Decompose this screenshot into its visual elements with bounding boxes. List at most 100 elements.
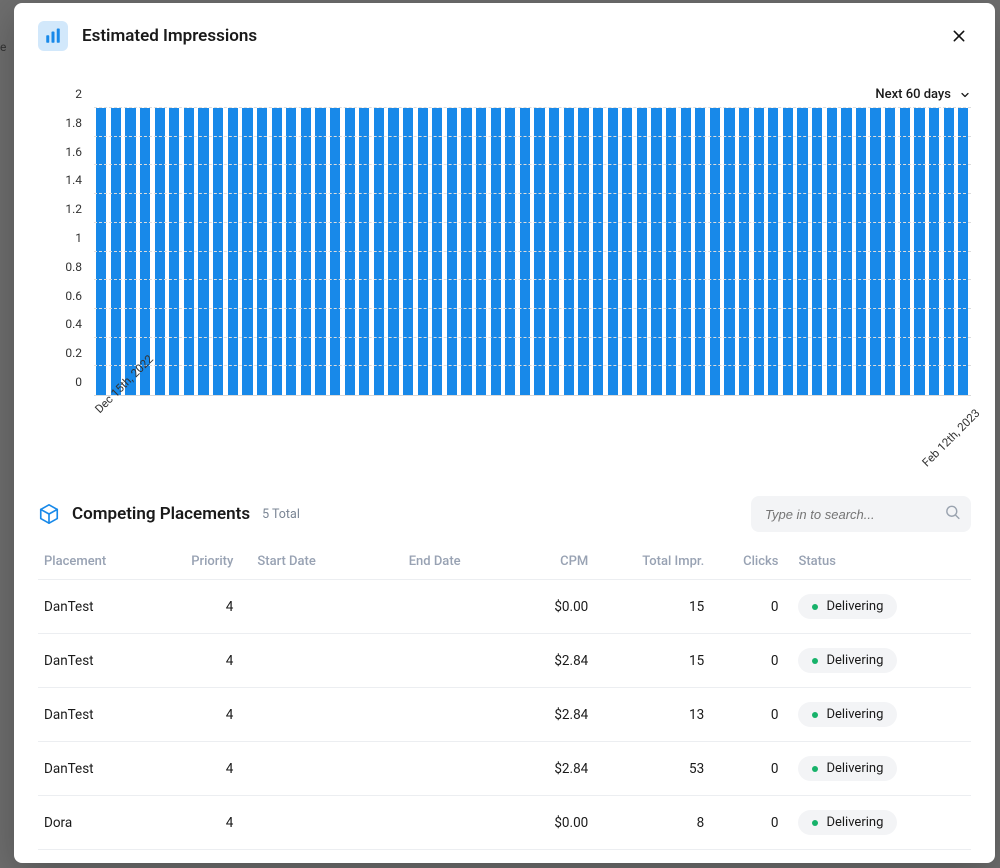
status-dot-icon (812, 658, 818, 664)
gridline (94, 279, 971, 280)
chart-bar (388, 108, 398, 395)
chart-bar (286, 108, 296, 395)
chart-bars (94, 108, 971, 395)
chart-bar (418, 108, 428, 395)
competing-placements-header: Competing Placements 5 Total (38, 488, 971, 546)
y-tick: 0.6 (65, 289, 82, 303)
chart-bar (315, 108, 325, 395)
gridline (94, 136, 971, 137)
cell-cpm: $2.84 (522, 634, 594, 688)
gridline (94, 193, 971, 194)
search-input[interactable] (751, 496, 971, 532)
cell-clicks: 0 (710, 796, 784, 850)
search-icon (944, 504, 961, 525)
col-start-date[interactable]: Start Date (239, 546, 368, 580)
close-icon (951, 28, 967, 44)
chart-bar (739, 108, 749, 395)
cell-impr: 13 (594, 688, 710, 742)
chart-bar (549, 108, 559, 395)
chart-bar (929, 108, 939, 395)
gridline (94, 164, 971, 165)
status-dot-icon (812, 820, 818, 826)
chart-bar (505, 108, 515, 395)
status-badge: Delivering (798, 702, 897, 727)
chart-bar (958, 108, 968, 395)
chart-bar (359, 108, 369, 395)
chart-bar (96, 108, 106, 395)
chart-bar (812, 108, 822, 395)
chart-bar (754, 108, 764, 395)
col-end-date[interactable]: End Date (369, 546, 523, 580)
cell-priority: 4 (154, 742, 239, 796)
cell-clicks: 0 (710, 634, 784, 688)
cell-impr: 8 (594, 796, 710, 850)
chart-bar (622, 108, 632, 395)
cell-status: Delivering (784, 796, 971, 850)
chart-plot-area (94, 108, 971, 396)
cell-end (369, 634, 523, 688)
chart-bar (944, 108, 954, 395)
cell-end (369, 742, 523, 796)
cell-impr: 15 (594, 634, 710, 688)
col-cpm[interactable]: CPM (522, 546, 594, 580)
cell-status: Delivering (784, 634, 971, 688)
col-status[interactable]: Status (784, 546, 971, 580)
col-priority[interactable]: Priority (154, 546, 239, 580)
table-row[interactable]: DanTest4$0.00150Delivering (38, 580, 971, 634)
table-row[interactable]: Dora4$0.0080Delivering (38, 796, 971, 850)
chart-bar (870, 108, 880, 395)
cell-priority: 4 (154, 634, 239, 688)
gridline (94, 251, 971, 252)
chart-bar (330, 108, 340, 395)
chart-bar (914, 108, 924, 395)
cell-cpm: $2.84 (522, 688, 594, 742)
col-total-impr[interactable]: Total Impr. (594, 546, 710, 580)
y-tick: 1 (75, 231, 82, 245)
chart-bar (695, 108, 705, 395)
cell-impr: 15 (594, 580, 710, 634)
col-clicks[interactable]: Clicks (710, 546, 784, 580)
chart-bar (885, 108, 895, 395)
cell-cpm: $0.00 (522, 580, 594, 634)
chart-bar (184, 108, 194, 395)
impressions-chart: 00.20.40.60.811.21.41.61.82 Dec 15th, 20… (38, 108, 971, 468)
modal-header: Estimated Impressions (14, 3, 995, 61)
chart-bar (593, 108, 603, 395)
table-header: Placement Priority Start Date End Date C… (38, 546, 971, 580)
y-tick: 0.8 (65, 260, 82, 274)
chart-bar (242, 108, 252, 395)
chart-y-axis: 00.20.40.60.811.21.41.61.82 (38, 108, 90, 396)
status-badge: Delivering (798, 810, 897, 835)
chart-bar (461, 108, 471, 395)
estimated-impressions-modal: Estimated Impressions Next 60 days 00.20… (14, 3, 995, 863)
chart-bar (374, 108, 384, 395)
chevron-down-icon (959, 89, 971, 101)
competing-placements-count: 5 Total (262, 507, 300, 522)
gridline (94, 107, 971, 108)
chart-bar (213, 108, 223, 395)
status-dot-icon (812, 604, 818, 610)
chart-bar (724, 108, 734, 395)
table-row[interactable]: DanTest4$2.84150Delivering (38, 634, 971, 688)
chart-bar (666, 108, 676, 395)
view-rows-selector[interactable]: View Rows 5 (38, 850, 971, 863)
cell-status: Delivering (784, 742, 971, 796)
chart-bar (403, 108, 413, 395)
close-button[interactable] (947, 24, 971, 48)
competing-placements-title: Competing Placements (72, 504, 250, 524)
cube-icon (38, 503, 60, 525)
cell-placement: Dora (38, 796, 154, 850)
gridline (94, 365, 971, 366)
table-row[interactable]: DanTest4$2.84130Delivering (38, 688, 971, 742)
cell-end (369, 796, 523, 850)
y-tick: 1.6 (65, 145, 82, 159)
chart-bar (841, 108, 851, 395)
cell-clicks: 0 (710, 742, 784, 796)
cell-end (369, 580, 523, 634)
col-placement[interactable]: Placement (38, 546, 154, 580)
table-row[interactable]: DanTest4$2.84530Delivering (38, 742, 971, 796)
cell-start (239, 688, 368, 742)
chart-bar (608, 108, 618, 395)
date-range-selector[interactable]: Next 60 days (875, 87, 971, 102)
chart-bar (125, 108, 135, 395)
